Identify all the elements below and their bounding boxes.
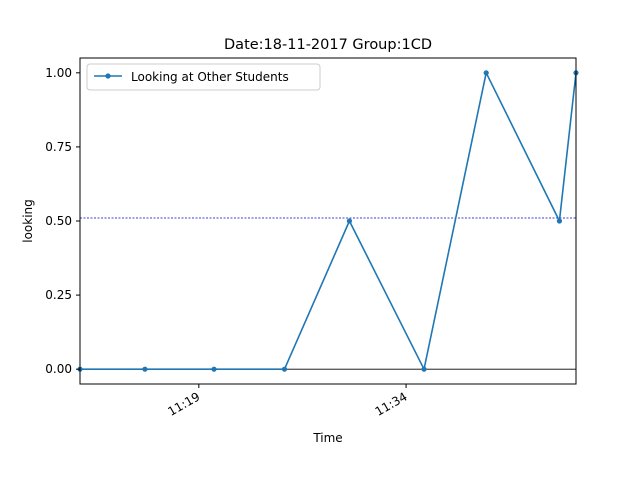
y-tick-label-0: 0.00 [45,362,72,376]
y-tick-label-1: 0.25 [45,288,72,302]
data-point-0-3 [281,366,288,372]
x-axis-label: Time [312,431,342,445]
legend-marker [105,73,111,79]
data-point-0-4 [346,218,353,224]
y-tick-label-2: 0.50 [45,214,72,228]
data-point-0-2 [211,366,217,372]
data-point-0-7 [556,218,563,224]
data-point-0-1 [142,366,148,372]
y-axis-label: looking [21,199,35,243]
y-axis: 0.00 0.25 0.50 0.75 1.00 [45,66,80,376]
series-layer [77,70,579,372]
y-tick-label-4: 1.00 [45,66,72,80]
legend: Looking at Other Students [86,63,321,91]
legend-label: Looking at Other Students [131,70,289,84]
legend-box [86,63,321,91]
chart-title: Date:18-11-2017 Group:1CD [224,37,432,53]
data-point-0-6 [483,70,489,76]
data-point-0-5 [421,366,427,372]
y-tick-label-3: 0.75 [45,140,72,154]
